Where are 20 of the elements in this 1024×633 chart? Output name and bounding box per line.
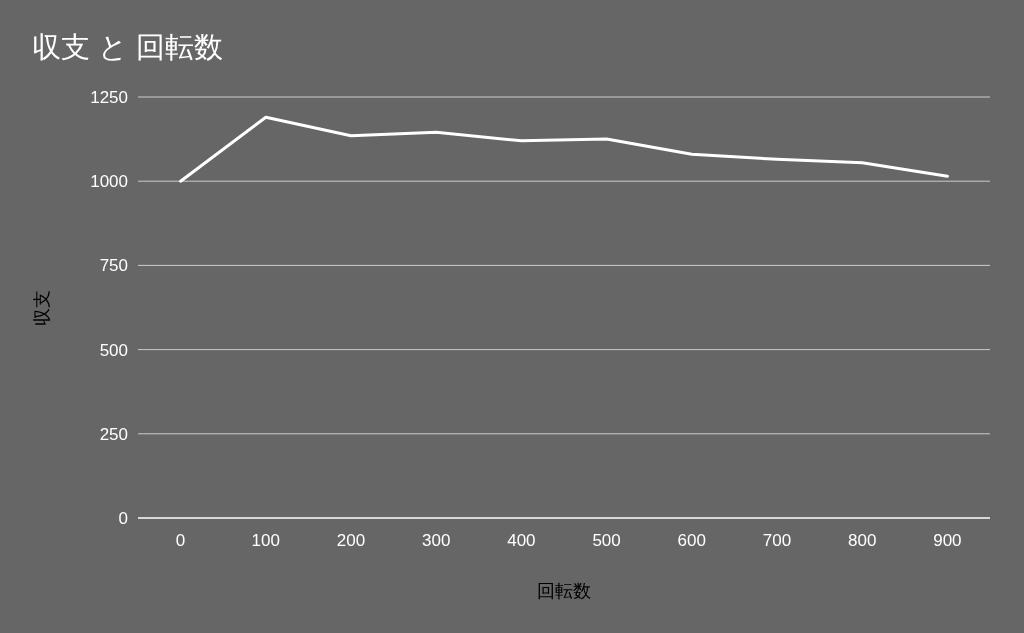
x-tick-label: 100 xyxy=(251,531,280,550)
line-series xyxy=(179,115,949,183)
y-axis-title: 収支 xyxy=(32,289,52,326)
x-tick-label: 200 xyxy=(336,531,366,550)
x-tick-label: 400 xyxy=(507,531,536,550)
x-tick-label: 700 xyxy=(762,531,792,550)
x-tick-label: 300 xyxy=(422,531,451,550)
x-tick-label: 500 xyxy=(592,531,621,550)
x-tick-label: 800 xyxy=(848,531,877,550)
x-tick-label: 0 xyxy=(175,531,186,550)
y-tick-label: 1000 xyxy=(90,172,128,192)
y-tick-label: 750 xyxy=(99,256,128,276)
y-tick-label: 0 xyxy=(118,509,128,528)
x-tick-label: 600 xyxy=(677,531,706,550)
y-tick-label: 500 xyxy=(99,340,128,360)
y-tick-label: 1250 xyxy=(90,88,128,107)
x-tick-label: 900 xyxy=(933,531,962,550)
chart-title: 収支 と 回転数 xyxy=(32,31,224,63)
x-axis-title: 回転数 xyxy=(537,581,591,601)
y-tick-label: 250 xyxy=(99,424,128,444)
